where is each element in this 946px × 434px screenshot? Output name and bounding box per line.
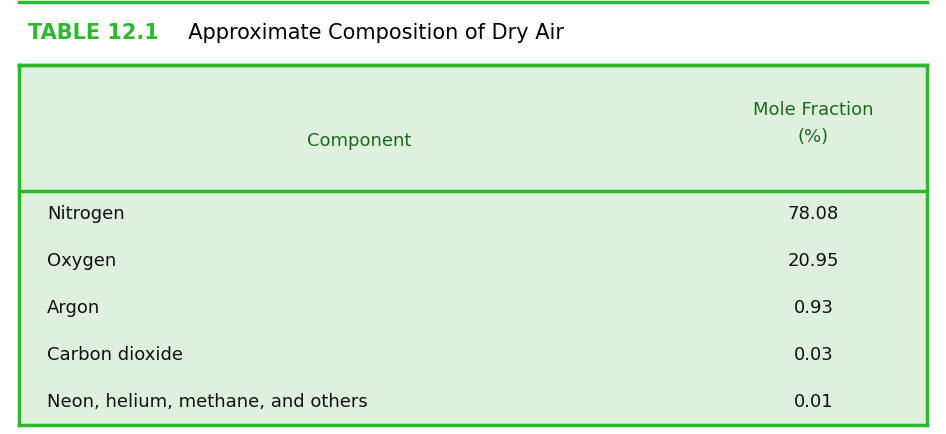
Text: Nitrogen: Nitrogen bbox=[47, 205, 125, 224]
Text: Approximate Composition of Dry Air: Approximate Composition of Dry Air bbox=[175, 23, 564, 43]
Text: 78.08: 78.08 bbox=[788, 205, 839, 224]
Text: Neon, helium, methane, and others: Neon, helium, methane, and others bbox=[47, 393, 368, 411]
Text: 20.95: 20.95 bbox=[788, 252, 839, 270]
Bar bbox=[19, 65, 927, 425]
Text: 0.93: 0.93 bbox=[794, 299, 833, 317]
Text: TABLE 12.1: TABLE 12.1 bbox=[28, 23, 159, 43]
Text: 0.01: 0.01 bbox=[794, 393, 833, 411]
Text: Component: Component bbox=[307, 132, 412, 150]
Text: Argon: Argon bbox=[47, 299, 100, 317]
Text: Oxygen: Oxygen bbox=[47, 252, 116, 270]
Text: Mole Fraction
(%): Mole Fraction (%) bbox=[753, 102, 874, 146]
Bar bbox=[19, 0, 927, 65]
Text: Carbon dioxide: Carbon dioxide bbox=[47, 346, 184, 364]
Text: 0.03: 0.03 bbox=[794, 346, 833, 364]
